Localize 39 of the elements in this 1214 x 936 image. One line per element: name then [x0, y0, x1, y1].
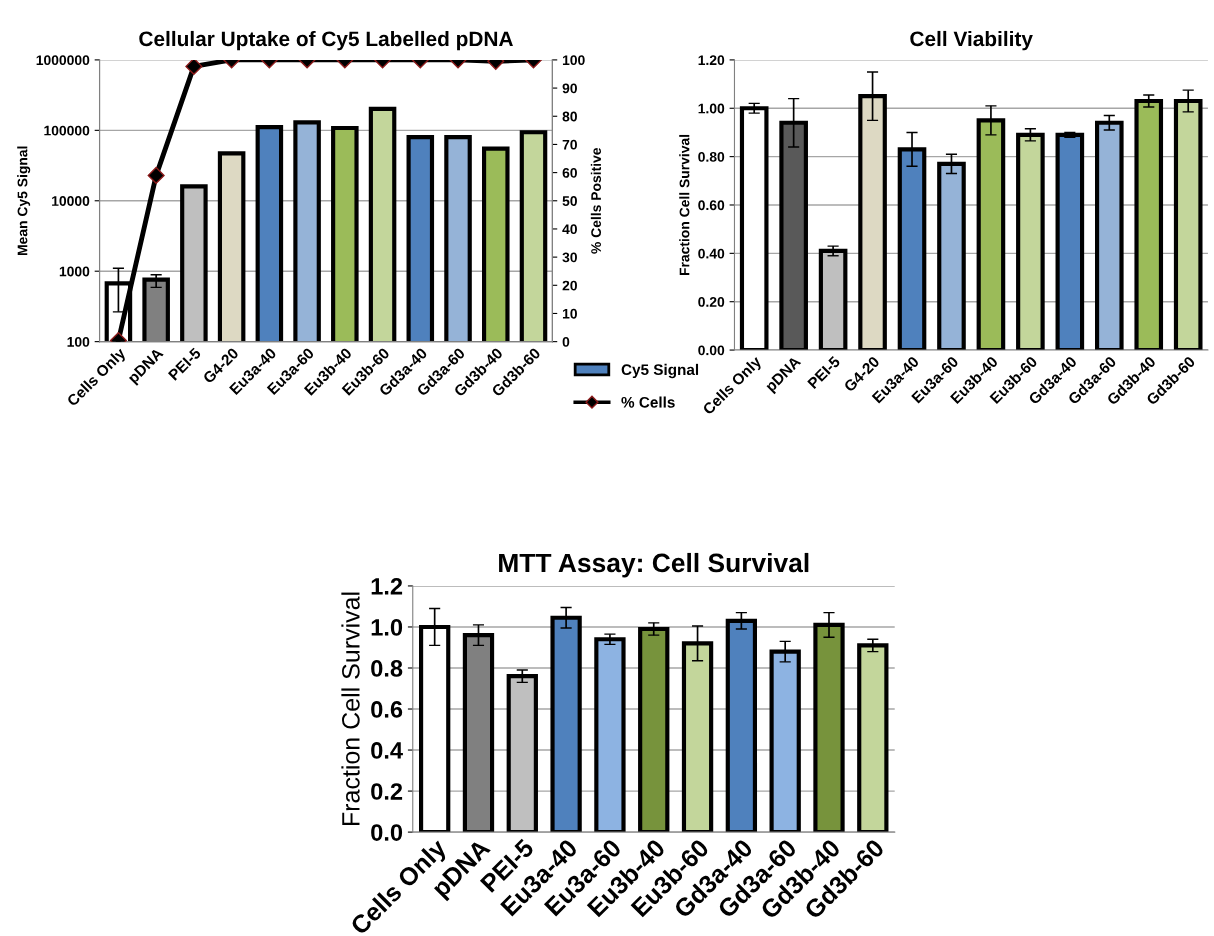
y-tick-label: 0.8 — [371, 660, 403, 677]
y2-tick-label: 70 — [562, 139, 577, 150]
y-tick-label: 1.20 — [698, 55, 725, 66]
y-tick-label: 0.80 — [698, 151, 725, 162]
y2-tick-label: 10 — [562, 308, 577, 319]
legend-label: % Cells — [621, 396, 675, 408]
y2-tick-label: 40 — [562, 224, 577, 235]
y2-tick-label: 20 — [562, 280, 577, 291]
y-tick-label: 1.00 — [698, 103, 725, 114]
y-tick-label: 0.0 — [371, 824, 403, 841]
chart-title: Cellular Uptake of Cy5 Labelled pDNA — [139, 30, 513, 51]
y2-tick-label: 30 — [562, 252, 577, 263]
y2-tick-label: 90 — [562, 83, 577, 94]
y-tick-label: 0.4 — [371, 742, 403, 759]
y2-tick-label: 100 — [562, 55, 585, 66]
y2-axis-title: % Cells Positive — [590, 147, 602, 254]
y-tick-label: 100000 — [44, 125, 90, 136]
y2-tick-label: 0 — [562, 336, 570, 347]
y2-tick-label: 80 — [562, 111, 577, 122]
y-tick-label: 0.00 — [698, 345, 725, 356]
y-tick-label: 0.20 — [698, 297, 725, 307]
y-tick-label: 0.60 — [698, 200, 725, 211]
chart-title: MTT Assay: Cell Survival — [499, 552, 809, 578]
y-tick-label: 1.0 — [371, 619, 403, 636]
legend-label: Cy5 Signal — [621, 363, 699, 379]
y-tick-label: 0.6 — [371, 701, 403, 718]
y-axis-title: Fraction Cell Survival — [341, 592, 360, 826]
y2-tick-label: 50 — [562, 196, 577, 206]
y-axis-title: Fraction Cell Survival — [679, 134, 690, 276]
chart-title: Cell Viability — [910, 30, 1033, 51]
y-tick-label: 0.40 — [698, 248, 725, 259]
y-tick-label: 1000 — [59, 266, 90, 277]
y-axis-title: Mean Cy5 Signal — [17, 146, 31, 256]
y-tick-label: 100 — [67, 336, 90, 347]
y-tick-label: 1000000 — [36, 55, 90, 66]
y2-tick-label: 60 — [562, 167, 577, 178]
y-tick-label: 10000 — [52, 196, 90, 206]
y-tick-label: 0.2 — [371, 783, 403, 800]
y-tick-label: 1.2 — [371, 578, 403, 595]
